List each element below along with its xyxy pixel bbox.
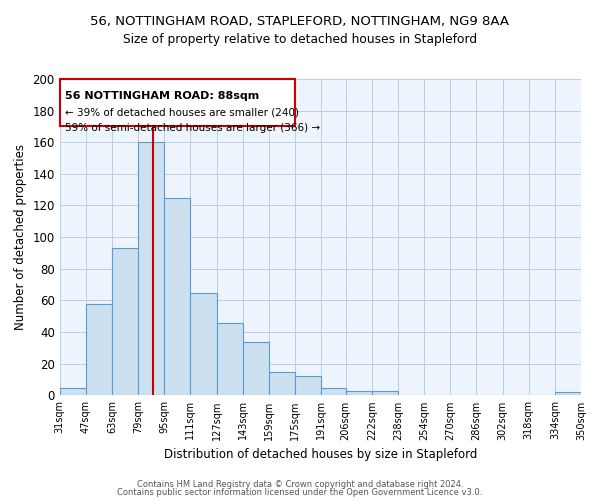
Bar xyxy=(346,390,372,396)
Bar xyxy=(112,248,138,396)
Bar xyxy=(269,372,295,396)
Bar xyxy=(243,342,269,396)
Bar xyxy=(321,388,346,396)
Text: 56, NOTTINGHAM ROAD, STAPLEFORD, NOTTINGHAM, NG9 8AA: 56, NOTTINGHAM ROAD, STAPLEFORD, NOTTING… xyxy=(91,15,509,28)
Text: Contains HM Land Registry data © Crown copyright and database right 2024.: Contains HM Land Registry data © Crown c… xyxy=(137,480,463,489)
Bar xyxy=(164,198,190,396)
Bar xyxy=(138,142,164,396)
Text: 56 NOTTINGHAM ROAD: 88sqm: 56 NOTTINGHAM ROAD: 88sqm xyxy=(65,92,259,102)
Bar xyxy=(190,292,217,396)
Bar xyxy=(217,322,243,396)
Text: ← 39% of detached houses are smaller (240): ← 39% of detached houses are smaller (24… xyxy=(65,107,299,117)
Text: 59% of semi-detached houses are larger (366) →: 59% of semi-detached houses are larger (… xyxy=(65,123,320,133)
Bar xyxy=(86,304,112,396)
Bar xyxy=(372,390,398,396)
X-axis label: Distribution of detached houses by size in Stapleford: Distribution of detached houses by size … xyxy=(164,448,477,461)
Text: Contains public sector information licensed under the Open Government Licence v3: Contains public sector information licen… xyxy=(118,488,482,497)
Bar xyxy=(555,392,581,396)
FancyBboxPatch shape xyxy=(59,79,295,126)
Bar xyxy=(59,388,86,396)
Text: Size of property relative to detached houses in Stapleford: Size of property relative to detached ho… xyxy=(123,32,477,46)
Bar xyxy=(295,376,321,396)
Y-axis label: Number of detached properties: Number of detached properties xyxy=(14,144,27,330)
